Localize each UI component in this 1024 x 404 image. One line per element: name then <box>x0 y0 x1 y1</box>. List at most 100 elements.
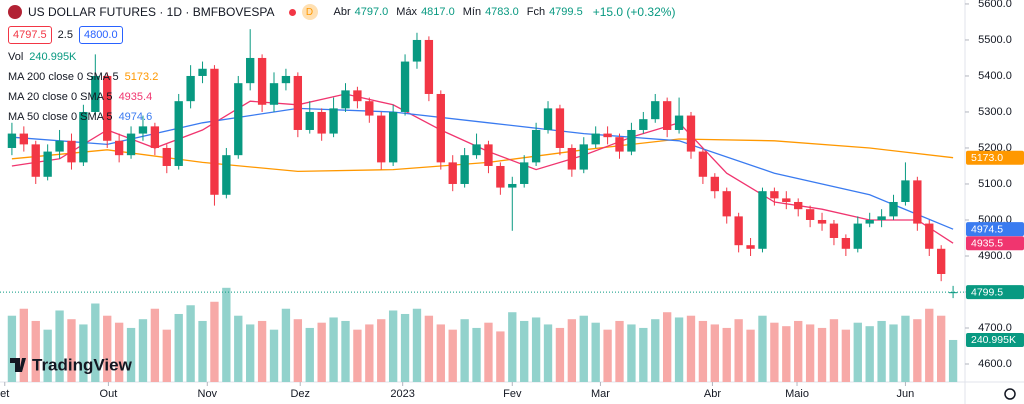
volume-bar <box>948 339 958 382</box>
candle-body <box>615 137 624 152</box>
candle-body <box>246 57 255 84</box>
brand-logo: TradingView <box>10 355 133 374</box>
price-tag-label: 4799.5 <box>971 286 1003 298</box>
buy-button[interactable]: 4800.0 <box>78 26 123 44</box>
candle-body <box>198 68 207 76</box>
price-tag <box>966 332 1024 347</box>
volume-bar <box>865 326 874 382</box>
candle-body <box>114 140 124 156</box>
settings-gear[interactable] <box>1004 388 1016 400</box>
volume-bar <box>103 315 112 382</box>
volume-bar <box>186 305 195 382</box>
volume-bar <box>460 319 469 382</box>
volume-bar <box>853 322 862 382</box>
candle-body <box>746 245 755 249</box>
candle-body <box>817 219 827 224</box>
volume-bar <box>269 329 279 382</box>
volume-bar <box>758 315 767 382</box>
volume-bar <box>174 313 183 382</box>
candle-body <box>710 176 719 192</box>
x-tick-label: et <box>0 388 9 400</box>
ma-value: 4974.6 <box>118 111 153 123</box>
volume-bar <box>591 322 600 382</box>
volume-bar <box>746 329 755 382</box>
volume-bar <box>889 324 898 382</box>
candle-body <box>662 101 672 130</box>
candle-body <box>841 237 851 249</box>
volume-bar <box>150 308 160 382</box>
volume-bar <box>257 320 267 382</box>
volume-bar <box>674 317 684 382</box>
badge[interactable]: D <box>301 4 318 20</box>
price-tag <box>966 285 1024 300</box>
flag <box>8 5 22 19</box>
candle-body <box>269 83 279 105</box>
volume-bar <box>305 327 314 382</box>
sell-button[interactable]: 4797.5 <box>8 26 52 44</box>
candle-body <box>388 111 398 163</box>
ma-legend-row: MA 50 close 0 SMA 5 4974.6 <box>8 111 152 123</box>
spread: 2.5 <box>57 29 73 41</box>
candle-body <box>281 75 291 84</box>
candle-body <box>508 183 517 188</box>
volume-bar <box>579 315 588 382</box>
ohlc-label: Máx <box>396 6 418 18</box>
candle-body <box>436 93 445 163</box>
volume-bar <box>436 324 445 382</box>
volume-bar <box>508 312 517 382</box>
volume-bar <box>555 327 565 382</box>
candle-body <box>305 111 314 130</box>
candle-body <box>138 126 148 134</box>
y-tick-label: 4600.0 <box>978 358 1012 370</box>
candle-body <box>531 129 541 163</box>
volume-bar <box>317 322 326 382</box>
price-tag-label: 4974.5 <box>971 223 1003 235</box>
volume-bar <box>639 327 648 382</box>
ma-legend-row: MA 20 close 0 SMA 5 4935.4 <box>8 91 152 103</box>
candle-body <box>174 101 183 166</box>
volume-bar <box>877 320 886 382</box>
candle-body <box>937 248 946 274</box>
title-row: US DOLLAR FUTURES · 1D · BMFBOVESPA D Ab… <box>8 4 675 20</box>
candle-body <box>67 140 76 163</box>
change: +15.0 (+0.32%) <box>592 5 676 19</box>
x-tick-label: Nov <box>198 388 218 400</box>
candle-body <box>31 144 40 177</box>
volume-bar <box>388 310 398 382</box>
volume-bar <box>794 320 803 382</box>
status-dot <box>288 8 296 16</box>
candle-body <box>448 162 457 184</box>
candle-body <box>210 68 219 195</box>
candle-body <box>222 155 231 195</box>
price-tag-label: 5173.0 <box>971 152 1003 164</box>
candle-body <box>460 155 469 184</box>
candle-body <box>543 108 553 130</box>
ma-name: MA 200 close 0 SMA 5 <box>8 71 119 83</box>
volume-bar <box>841 329 851 382</box>
brand-name: TradingView <box>32 355 133 374</box>
candle-body <box>627 129 636 152</box>
candle-body <box>317 111 326 134</box>
candle-body <box>472 144 481 156</box>
volume-bar <box>198 320 207 382</box>
candle-body <box>805 209 815 220</box>
candle-body <box>7 133 17 148</box>
x-tick-label: Dez <box>290 388 310 400</box>
volume-bar <box>651 319 660 382</box>
x-tick-label: Maio <box>785 388 809 400</box>
ohlc-value: 4817.0 <box>421 6 455 18</box>
vol-value: 240.995K <box>29 51 77 63</box>
ma-legend-row: MA 200 close 0 SMA 5 5173.2 <box>8 71 158 83</box>
volume-bar <box>829 319 839 382</box>
ma-value: 4935.4 <box>118 91 153 103</box>
candle-body <box>150 126 160 148</box>
volume-bar <box>710 324 719 382</box>
candle-body <box>865 219 874 224</box>
ohlc-value: 4797.0 <box>354 6 389 18</box>
candle-body <box>698 151 708 177</box>
candle-body <box>651 101 660 120</box>
volume-bar <box>543 324 553 382</box>
volume-bar <box>365 324 374 382</box>
x-tick-label: 2023 <box>390 388 414 400</box>
